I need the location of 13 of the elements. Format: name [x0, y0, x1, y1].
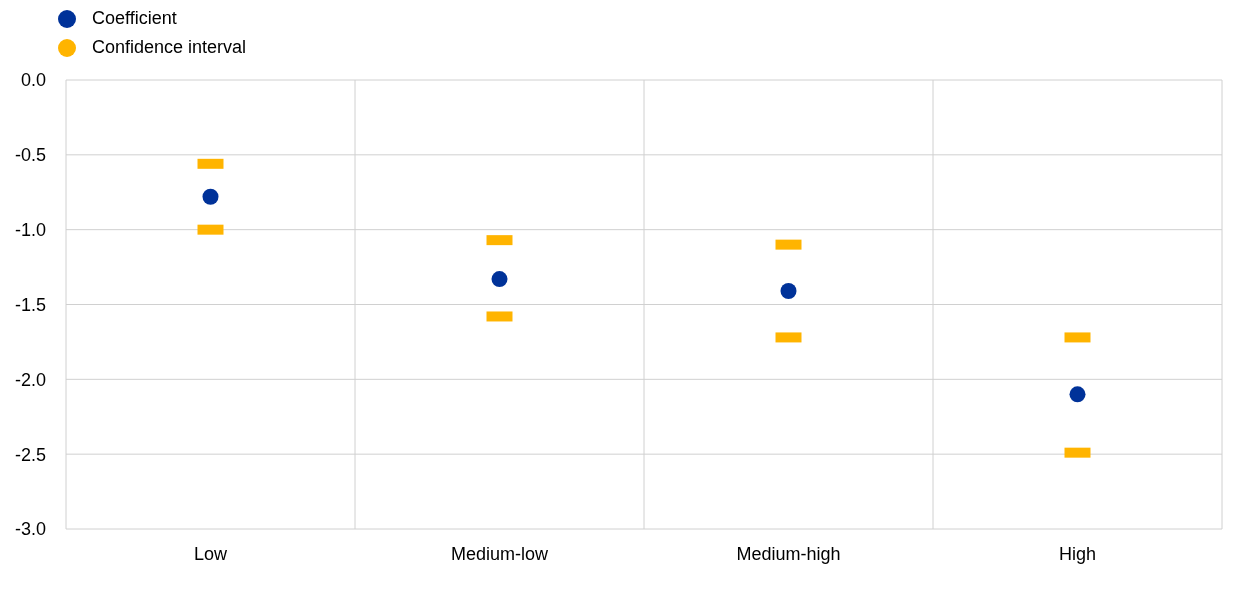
y-tick-label: -2.5 [14, 444, 46, 465]
y-tick-label: -3.0 [14, 519, 46, 540]
legend-label: Confidence interval [92, 37, 247, 58]
x-tick-label: Medium-low [450, 543, 550, 564]
x-tick-label: Medium-high [736, 543, 841, 564]
x-tick-label: Low [193, 543, 229, 564]
y-tick-label: -0.5 [14, 145, 46, 166]
y-tick-label: -1.5 [14, 294, 46, 315]
y-tick-label: -1.0 [14, 220, 46, 241]
y-tick-label: 0.0 [20, 70, 46, 91]
y-tick-label: -2.0 [14, 369, 46, 390]
x-tick-label: High [1058, 543, 1097, 564]
legend-label: Coefficient [92, 8, 177, 29]
